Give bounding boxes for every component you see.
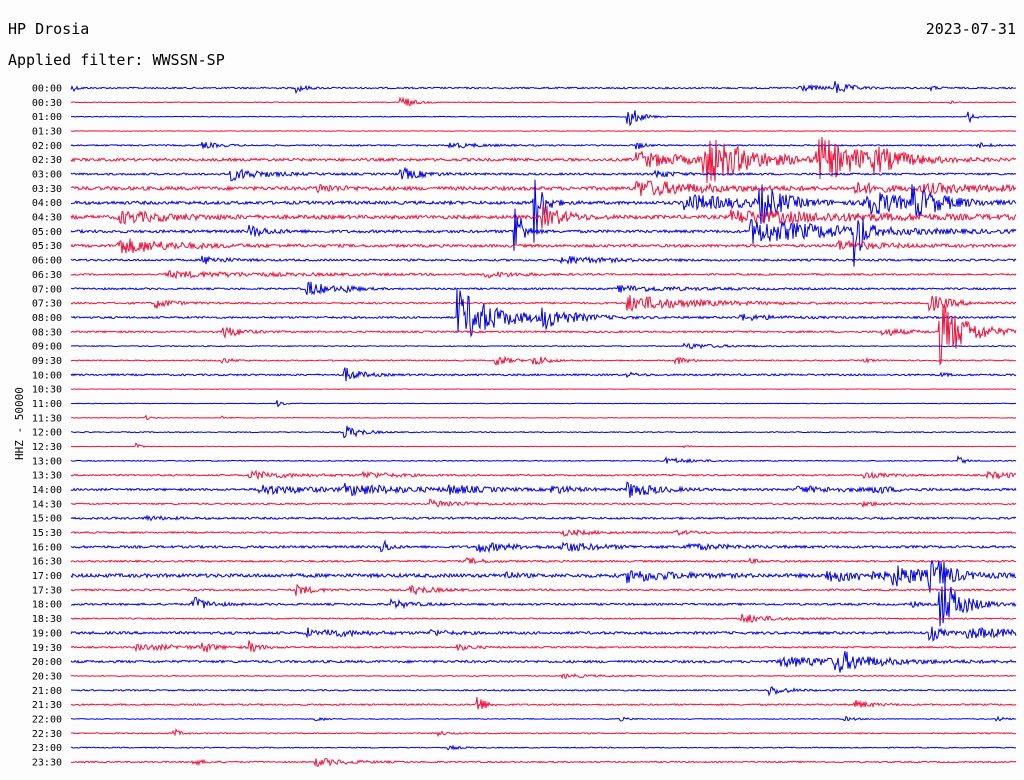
time-label: 16:00 (32, 542, 62, 553)
trace-line (70, 626, 1017, 642)
time-label: 00:30 (32, 98, 62, 109)
trace-line (70, 367, 1017, 382)
time-label: 21:00 (32, 686, 62, 697)
trace-line (70, 583, 1017, 596)
trace-line (70, 141, 1017, 150)
time-label: 18:00 (32, 600, 62, 611)
time-label: 09:30 (32, 356, 62, 367)
time-label: 01:00 (32, 112, 62, 123)
time-label: 05:00 (32, 227, 62, 238)
time-label: 17:00 (32, 571, 62, 582)
trace-line (70, 238, 1017, 254)
trace-line (70, 281, 1017, 296)
trace-line (70, 528, 1017, 537)
trace-line (70, 583, 1017, 627)
time-label: 02:30 (32, 155, 62, 166)
time-label: 03:30 (32, 184, 62, 195)
trace-line (70, 560, 1017, 593)
time-label: 23:00 (32, 743, 62, 754)
time-label: 07:00 (32, 284, 62, 295)
time-label: 04:30 (32, 213, 62, 224)
time-label: 14:00 (32, 485, 62, 496)
trace-line (70, 137, 1017, 184)
time-label: 11:00 (32, 399, 62, 410)
time-label: 15:00 (32, 514, 62, 525)
trace-line (70, 498, 1017, 508)
trace-line (70, 179, 1017, 243)
time-label: 03:00 (32, 170, 62, 181)
trace-line (70, 208, 1017, 267)
time-label: 23:30 (32, 757, 62, 768)
trace-line (70, 204, 1017, 229)
time-label: 22:30 (32, 729, 62, 740)
time-label: 12:00 (32, 428, 62, 439)
trace-line (70, 400, 1017, 408)
trace-line (70, 539, 1017, 554)
trace-line (70, 757, 1017, 768)
time-label: 11:30 (32, 413, 62, 424)
trace-line (70, 442, 1017, 449)
time-label: 09:00 (32, 342, 62, 353)
time-label: 00:00 (32, 84, 62, 95)
filter-label: Applied filter: WWSSN-SP (8, 51, 225, 69)
time-label: 06:30 (32, 270, 62, 281)
time-label: 17:30 (32, 585, 62, 596)
time-label: 08:30 (32, 327, 62, 338)
time-label: 05:30 (32, 241, 62, 252)
trace-line (70, 110, 1017, 127)
trace-line (70, 728, 1017, 738)
time-label: 20:30 (32, 671, 62, 682)
trace-line (70, 81, 1017, 95)
trace-line (70, 640, 1017, 653)
trace-line (70, 715, 1016, 722)
time-label: 13:30 (32, 471, 62, 482)
time-label: 10:00 (32, 370, 62, 381)
trace-line (70, 289, 1017, 338)
time-label: 18:30 (32, 614, 62, 625)
trace-line (70, 514, 1017, 522)
trace-line (70, 744, 1017, 751)
trace-line (70, 455, 1017, 464)
trace-line (70, 557, 1017, 565)
trace-line (70, 342, 1017, 350)
time-label: 19:00 (32, 628, 62, 639)
trace-line (70, 130, 1017, 132)
trace-line (70, 270, 1017, 280)
time-label: 10:30 (32, 385, 62, 396)
trace-line (70, 166, 1017, 182)
trace-line (70, 255, 1017, 265)
time-label: 20:00 (32, 657, 62, 668)
trace-line (70, 673, 1017, 680)
trace-line (70, 613, 1017, 624)
time-label: 21:30 (32, 700, 62, 711)
time-label: 12:30 (32, 442, 62, 453)
station-title: HP Drosia (8, 20, 90, 38)
time-label: 06:00 (32, 256, 62, 267)
trace-line (70, 414, 1017, 421)
time-label: 04:00 (32, 198, 62, 209)
trace-line (70, 295, 1017, 312)
trace-line (70, 651, 1017, 673)
trace-line (70, 481, 1017, 498)
time-label: 22:00 (32, 714, 62, 725)
time-label: 16:30 (32, 557, 62, 568)
time-label: 14:30 (32, 499, 62, 510)
trace-line (70, 685, 1017, 697)
time-label: 13:00 (32, 456, 62, 467)
time-label: 08:00 (32, 313, 62, 324)
time-label: 15:30 (32, 528, 62, 539)
trace-line (70, 469, 1017, 481)
trace-line (70, 425, 1017, 439)
time-label: 02:00 (32, 141, 62, 152)
trace-line (70, 179, 1017, 197)
time-label: 07:30 (32, 299, 62, 310)
time-label: 01:30 (32, 127, 62, 138)
time-label: 19:30 (32, 643, 62, 654)
trace-line (70, 355, 1017, 366)
date-label: 2023-07-31 (925, 20, 1016, 38)
trace-line (70, 696, 1017, 710)
trace-line (70, 304, 1017, 366)
trace-line (70, 96, 1017, 107)
